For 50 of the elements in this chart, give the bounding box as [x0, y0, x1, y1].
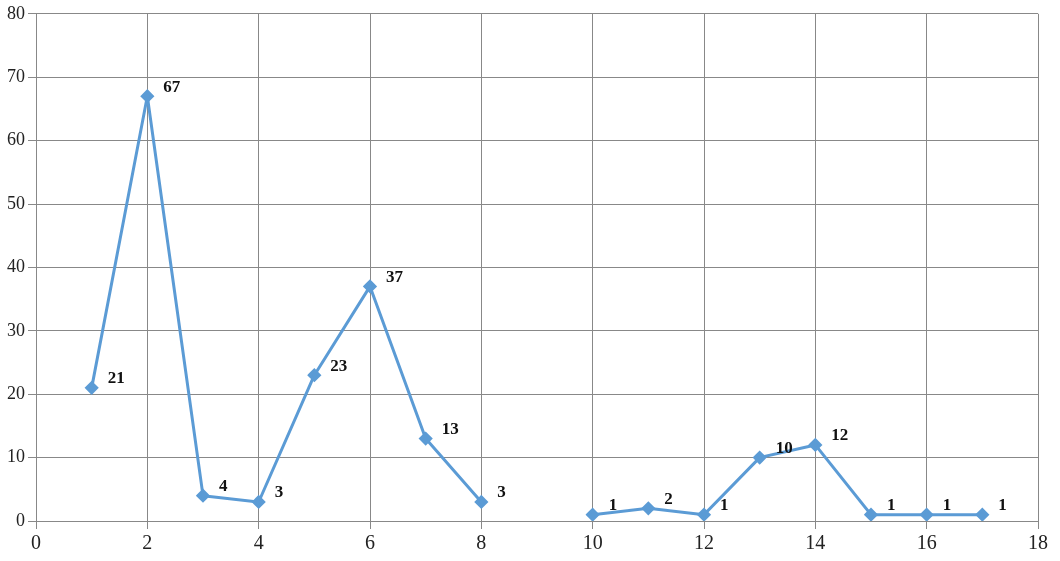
point [474, 495, 488, 509]
point [808, 438, 822, 452]
data-label: 1 [942, 495, 952, 515]
point [140, 89, 154, 103]
x-tick-label: 12 [694, 531, 714, 554]
data-label: 12 [831, 425, 849, 445]
y-tick-label: 70 [7, 65, 25, 86]
x-tick-label: 4 [253, 531, 264, 554]
point [753, 451, 767, 465]
data-label: 4 [219, 476, 228, 496]
point [85, 381, 99, 395]
x-tick-label: 14 [805, 531, 826, 554]
data-label: 21 [107, 368, 125, 388]
y-tick-label: 60 [7, 129, 25, 150]
x-tick-label: 0 [31, 531, 41, 554]
y-tick-label: 20 [7, 382, 25, 403]
x-tick-label: 6 [365, 531, 375, 554]
x-tick-label: 10 [582, 531, 603, 554]
data-label: 1 [887, 495, 896, 515]
y-tick-label: 0 [16, 509, 25, 530]
data-label: 2 [664, 488, 673, 508]
data-label: 1 [608, 495, 618, 515]
x-tick-label: 8 [476, 531, 487, 554]
y-tick-label: 10 [7, 446, 25, 467]
y-tick-label: 30 [7, 319, 25, 340]
point [419, 432, 433, 446]
data-label: 1 [720, 495, 729, 515]
point [697, 508, 711, 521]
point [196, 489, 210, 503]
data-label: 23 [330, 355, 348, 375]
y-tick-label: 80 [7, 2, 25, 23]
point [586, 508, 600, 521]
data-label: 3 [274, 482, 284, 502]
data-label: 3 [497, 482, 506, 502]
point [920, 508, 934, 521]
x-tick-label: 2 [142, 531, 153, 554]
point [975, 508, 989, 521]
point [307, 368, 321, 382]
x-tick-label: 16 [916, 531, 937, 554]
point [252, 495, 266, 509]
point [641, 501, 655, 515]
data-label: 37 [386, 266, 404, 286]
data-label: 13 [441, 418, 459, 438]
y-tick-label: 50 [7, 192, 25, 213]
point [363, 279, 377, 293]
point [864, 508, 878, 521]
data-label: 1 [998, 495, 1007, 515]
data-label: 67 [163, 76, 181, 96]
y-tick-label: 40 [7, 256, 25, 277]
x-tick-label: 18 [1028, 531, 1048, 554]
